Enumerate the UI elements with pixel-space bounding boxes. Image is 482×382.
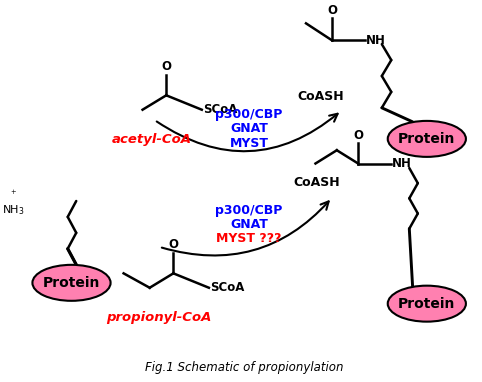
Text: Protein: Protein [398,297,455,311]
Text: Protein: Protein [398,132,455,146]
FancyArrowPatch shape [162,201,329,256]
Text: SCoA: SCoA [203,103,238,116]
Text: NH$_3$: NH$_3$ [2,203,25,217]
Text: CoASH: CoASH [293,176,340,189]
Text: $^+$: $^+$ [9,189,17,199]
Text: O: O [161,60,171,73]
Text: GNAT: GNAT [230,122,268,135]
Text: O: O [327,4,337,17]
Text: Fig.1 Schematic of propionylation: Fig.1 Schematic of propionylation [145,361,344,374]
Ellipse shape [388,286,466,322]
Text: MYST: MYST [229,136,268,149]
Text: NH: NH [392,157,412,170]
Text: acetyl-CoA: acetyl-CoA [112,133,192,146]
Ellipse shape [388,121,466,157]
Text: O: O [168,238,178,251]
Text: p300/CBP: p300/CBP [215,204,283,217]
Text: propionyl-CoA: propionyl-CoA [107,311,212,324]
Text: O: O [353,128,363,142]
Text: GNAT: GNAT [230,218,268,231]
Text: Protein: Protein [43,276,100,290]
Text: SCoA: SCoA [210,281,245,294]
Text: CoASH: CoASH [298,90,345,103]
FancyArrowPatch shape [157,114,337,151]
Text: NH: NH [366,34,386,47]
Ellipse shape [32,265,110,301]
Text: p300/CBP: p300/CBP [215,108,283,121]
Text: MYST ???: MYST ??? [216,232,282,245]
